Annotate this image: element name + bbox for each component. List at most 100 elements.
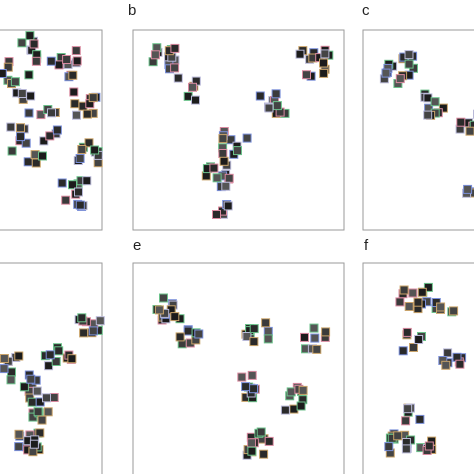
panel-label: e	[133, 237, 141, 254]
thumbnail	[38, 151, 47, 161]
thumbnail	[423, 110, 433, 120]
thumbnail	[17, 89, 27, 98]
thumbnail	[16, 132, 25, 142]
thumbnail	[77, 313, 87, 323]
thumbnail	[242, 133, 252, 143]
thumbnail	[35, 428, 45, 438]
thumbnail	[449, 306, 459, 316]
thumbnail	[296, 401, 306, 411]
thumbnail	[39, 136, 49, 146]
thumbnail	[75, 154, 85, 163]
thumbnail	[465, 126, 474, 136]
thumbnail	[455, 359, 465, 369]
thumbnail	[49, 393, 59, 402]
thumbnail	[194, 329, 204, 339]
thumbnail	[7, 146, 17, 156]
thumbnail	[68, 70, 78, 80]
thumbnail	[0, 69, 7, 78]
thumbnail	[51, 357, 61, 366]
thumbnail	[46, 56, 56, 66]
thumbnail	[247, 438, 257, 448]
thumbnail	[212, 173, 222, 183]
thumbnail	[29, 39, 39, 49]
thumbnail	[221, 181, 231, 191]
thumbnail	[70, 99, 80, 109]
thumbnail	[237, 372, 247, 382]
thumbnail	[154, 305, 164, 315]
thumbnail	[170, 43, 180, 53]
thumbnail	[25, 31, 35, 41]
thumbnail	[175, 332, 185, 342]
thumbnail	[173, 73, 183, 83]
thumbnail	[272, 101, 282, 111]
thumbnail	[249, 337, 259, 347]
thumbnail	[31, 56, 41, 66]
thumbnail	[320, 49, 330, 59]
thumbnail	[300, 332, 309, 342]
thumbnail	[62, 55, 72, 64]
thumbnail	[30, 150, 40, 160]
thumbnail	[309, 323, 319, 333]
thumbnail	[0, 364, 9, 374]
thumbnail	[29, 439, 39, 449]
thumbnail	[456, 117, 466, 127]
thumbnail	[19, 382, 29, 392]
thumbnail	[69, 87, 79, 97]
thumbnail	[75, 200, 85, 210]
thumbnail	[74, 187, 83, 197]
thumbnail	[242, 332, 252, 341]
thumbnail	[209, 163, 219, 173]
thumbnail	[321, 327, 331, 337]
thumbnail	[298, 385, 308, 395]
panel-label: f	[364, 237, 369, 254]
thumbnail	[170, 312, 180, 322]
thumbnail	[402, 327, 412, 337]
thumbnail	[463, 184, 473, 194]
thumbnail	[247, 370, 257, 380]
thumbnail	[61, 195, 71, 205]
thumbnail	[3, 62, 13, 72]
thumbnail	[404, 50, 414, 60]
thumbnail	[408, 288, 418, 298]
thumbnail	[401, 444, 411, 454]
thumbnail	[384, 442, 394, 452]
thumbnail	[319, 68, 329, 78]
thumbnail	[395, 74, 405, 84]
thumbnail	[417, 287, 427, 297]
thumbnail	[95, 316, 105, 326]
thumbnail	[443, 348, 453, 358]
thumbnails	[0, 31, 474, 460]
thumbnail	[90, 145, 100, 155]
thumbnail	[414, 335, 424, 344]
thumbnail	[286, 387, 296, 397]
thumbnail	[233, 146, 242, 156]
thumbnail	[6, 122, 16, 132]
thumbnail	[249, 384, 258, 394]
thumbnail	[224, 173, 234, 183]
thumbnail	[398, 346, 408, 356]
thumbnail	[271, 89, 281, 99]
thumbnail	[256, 427, 266, 437]
thumbnail	[263, 334, 273, 344]
thumbnail	[319, 58, 328, 68]
thumbnail	[45, 131, 55, 141]
thumbnail	[261, 318, 271, 328]
thumbnail	[16, 123, 25, 133]
thumbnail	[6, 375, 16, 385]
thumbnail	[401, 416, 411, 426]
thumbnail	[241, 382, 251, 392]
thumbnail	[44, 361, 54, 371]
thumbnail	[170, 63, 180, 73]
thumbnail	[14, 429, 24, 439]
thumbnail	[43, 407, 53, 417]
thumbnail	[24, 108, 34, 118]
thumbnail	[312, 344, 322, 354]
thumbnail	[21, 138, 31, 148]
thumbnail	[183, 326, 193, 336]
thumbnail	[26, 91, 36, 101]
thumbnail	[219, 156, 229, 166]
thumbnail	[71, 46, 81, 56]
thumbnail	[17, 38, 27, 48]
thumbnail	[212, 210, 221, 219]
thumbnail	[14, 351, 24, 361]
